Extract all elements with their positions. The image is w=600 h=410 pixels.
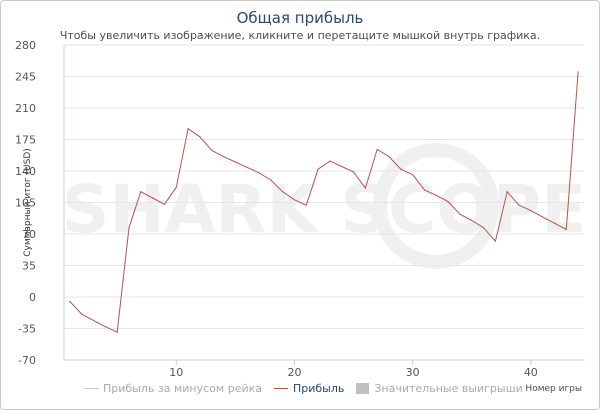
data-point [246, 166, 248, 168]
data-point [92, 319, 95, 321]
legend-label: Прибыль за минусом рейка [103, 381, 262, 395]
data-point [482, 227, 485, 229]
data-point [81, 313, 83, 315]
data-point [199, 136, 201, 138]
data-point [69, 300, 71, 303]
data-point [140, 191, 142, 193]
data-point [542, 216, 544, 218]
data-point [530, 210, 532, 212]
data-point [293, 199, 296, 201]
data-point [553, 222, 556, 224]
legend-item[interactable]: Значительные выигрыши [356, 381, 523, 395]
legend-label: Прибыль [292, 381, 345, 395]
watermark-text: SHARK SCOPE [62, 171, 586, 248]
data-point [577, 71, 579, 73]
x-tick-label: 10 [169, 366, 183, 379]
legend-line-swatch [273, 387, 288, 389]
data-point [270, 179, 272, 181]
legend-item[interactable]: Прибыль за минусом рейка [84, 382, 262, 395]
data-point [400, 168, 402, 170]
data-point [364, 187, 366, 189]
data-point [388, 156, 390, 158]
y-tick-label: 105 [15, 197, 36, 210]
x-tick-label: 20 [287, 366, 301, 379]
data-point [471, 219, 473, 222]
y-tick-label: 210 [15, 102, 36, 115]
data-point [116, 331, 118, 333]
y-tick-label: 175 [15, 134, 36, 147]
data-point [565, 228, 567, 231]
data-point [352, 171, 355, 173]
legend-box-swatch [356, 382, 370, 394]
y-tick-label: -70 [18, 354, 36, 367]
y-tick-label: -35 [18, 323, 36, 336]
data-point [305, 204, 307, 206]
y-tick-label: 280 [15, 39, 36, 52]
y-tick-label: 140 [15, 165, 36, 178]
data-point [152, 197, 154, 199]
data-point [104, 326, 106, 328]
data-point [234, 161, 236, 163]
y-tick-label: 245 [15, 71, 36, 84]
chart-legend: Прибыль за минусом рейка Прибыль Значитель… [84, 380, 535, 396]
data-point [187, 128, 189, 130]
data-point [329, 160, 331, 162]
watermark-scope-ring [373, 143, 499, 269]
y-tick-label: 70 [22, 228, 36, 241]
data-point [317, 168, 319, 170]
x-tick-label: 30 [406, 366, 420, 379]
data-point [494, 240, 496, 242]
data-point [211, 149, 213, 151]
data-point [341, 165, 343, 168]
data-point [447, 201, 449, 203]
data-point [163, 203, 166, 205]
data-point [506, 191, 508, 193]
y-tick-label: 35 [22, 260, 36, 273]
data-point [258, 172, 260, 174]
data-point [222, 156, 225, 158]
chart-title: Общая прибыль [236, 9, 364, 27]
chart-subtitle: Чтобы увеличить изображение, кликните и … [59, 29, 541, 42]
series-line-profit [69, 71, 579, 333]
x-axis-label: Номер игры [525, 384, 582, 394]
data-point [175, 186, 177, 188]
data-point [435, 194, 437, 196]
data-point [376, 148, 378, 150]
legend-item[interactable]: Прибыль [273, 381, 345, 395]
data-point [518, 204, 520, 206]
x-tick-label: 40 [524, 366, 538, 379]
legend-label: Значительные выигрыши [374, 381, 523, 395]
y-tick-label: 0 [29, 291, 36, 304]
data-point [459, 213, 461, 215]
data-point [282, 191, 284, 193]
y-axis-label: Суммарный итог (USD) [23, 148, 33, 257]
data-point [412, 174, 414, 176]
legend-line-swatch [84, 387, 98, 389]
data-point [423, 189, 426, 191]
data-point [128, 227, 130, 229]
